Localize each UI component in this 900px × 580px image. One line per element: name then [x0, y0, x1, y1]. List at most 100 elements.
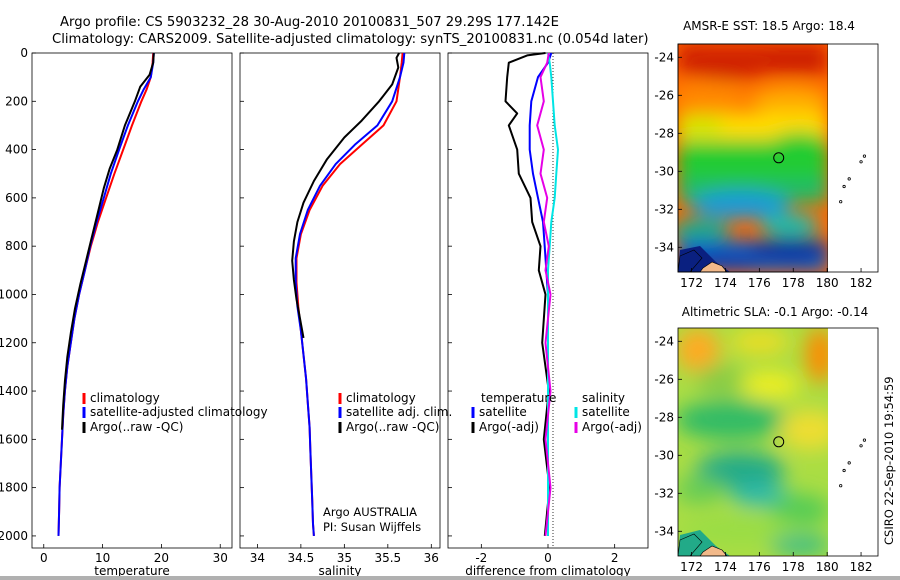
- x-tick-label: 35.5: [374, 551, 401, 565]
- island-marker: [839, 200, 843, 204]
- map-x-tick-label: 180: [816, 276, 839, 290]
- sla-map-axes: 172 174 176 178 180 182 -24 -26 -28 -30 -32 -34: [654, 334, 872, 574]
- series-line: [536, 52, 552, 537]
- legend-title: temperature: [481, 391, 556, 405]
- series-line: [57, 52, 155, 536]
- x-tick-label: 35: [337, 551, 352, 565]
- header-line-1: Argo profile: CS 5903232_28 30-Aug-2010 …: [60, 15, 559, 30]
- series-line: [294, 52, 406, 536]
- sst-field: [678, 44, 828, 272]
- x-tick-label: 0: [544, 551, 552, 565]
- map-x-tick-label: 172: [680, 276, 703, 290]
- y-tick-label: 1400: [0, 384, 28, 398]
- legend-label: climatology: [346, 391, 416, 405]
- plot-frame: [239, 52, 441, 549]
- map-x-tick-label: 172: [680, 560, 703, 574]
- x-tick-label: 36: [424, 551, 439, 565]
- island-marker: [847, 461, 851, 465]
- y-tick-label: 1200: [0, 336, 28, 350]
- series-line: [504, 52, 551, 536]
- island-marker: [862, 438, 867, 442]
- series-line: [57, 52, 155, 536]
- salinity-panel: 34 34.5 35 35.5 36 salinity climatologysatelli…: [239, 52, 452, 576]
- series-line: [61, 52, 155, 430]
- x-axis-label: temperature: [94, 564, 169, 576]
- map-x-tick-label: 182: [850, 560, 873, 574]
- amsr-e-map: AMSR-E SST: 18.5 Argo: 18.4: [654, 19, 879, 290]
- map-x-tick-label: 178: [782, 276, 805, 290]
- y-tick-label: 1600: [0, 432, 28, 446]
- y-tick-label: 400: [5, 143, 28, 157]
- map-x-tick-label: 174: [714, 560, 737, 574]
- map-y-tick-label: -34: [654, 240, 674, 254]
- plot-frame: [31, 52, 233, 549]
- legend-label: satellite adj. clim.: [346, 405, 452, 419]
- map-x-tick-label: 176: [748, 276, 771, 290]
- map-y-tick-label: -26: [654, 88, 674, 102]
- y-tick-label: 0: [20, 46, 28, 60]
- series-line: [291, 52, 400, 339]
- x-axis-label: salinity: [318, 564, 361, 576]
- legend-label: Argo(..raw -QC): [90, 420, 183, 434]
- argo-credit-line-1: Argo AUSTRALIA: [323, 505, 417, 519]
- legend-label: climatology: [90, 391, 160, 405]
- legend-label: Argo(-adj): [582, 420, 642, 434]
- x-tick-label: 30: [213, 551, 228, 565]
- island-marker: [842, 468, 846, 473]
- sla-map: Altimetric SLA: -0.1 Argo: -0.14: [654, 305, 879, 574]
- island-marker: [847, 177, 851, 181]
- y-tick-label: 200: [5, 94, 28, 108]
- sla-map-title: Altimetric SLA: -0.1 Argo: -0.14: [682, 305, 869, 319]
- y-tick-label: 800: [5, 239, 28, 253]
- island-marker: [839, 484, 843, 488]
- map-y-tick-label: -32: [654, 202, 674, 216]
- float-position-marker: [773, 152, 785, 164]
- map-y-tick-label: -28: [654, 126, 674, 140]
- x-tick-label: 2: [611, 551, 619, 565]
- island-marker: [842, 184, 846, 189]
- map-y-tick-label: -24: [654, 334, 674, 348]
- y-tick-label: 1000: [0, 287, 28, 301]
- island-marker: [859, 444, 863, 448]
- map-y-tick-label: -30: [654, 164, 674, 178]
- series-line: [295, 52, 404, 536]
- temperature-panel: 0 200 400 600 800 1000 1200 1400 1600 1800 2000 0 10…: [0, 46, 268, 576]
- island-marker: [859, 160, 863, 164]
- x-tick-label: 20: [154, 551, 169, 565]
- map-x-tick-label: 176: [748, 560, 771, 574]
- x-tick-label: 10: [95, 551, 110, 565]
- y-tick-label: 1800: [0, 481, 28, 495]
- legend-label: satellite-adjusted climatology: [90, 405, 268, 419]
- sla-map-overlay: [773, 436, 867, 488]
- legend-label: Argo(-adj): [479, 420, 539, 434]
- y-tick-label: 2000: [0, 529, 28, 543]
- x-tick-label: 34.5: [288, 551, 315, 565]
- island-marker: [862, 154, 867, 158]
- x-axis-label: difference from climatology: [465, 564, 631, 576]
- map-x-tick-label: 178: [782, 560, 805, 574]
- map-x-tick-label: 180: [816, 560, 839, 574]
- credit-side: CSIRO 22-Sep-2010 19:54:59: [882, 376, 896, 545]
- x-tick-label: 34: [250, 551, 265, 565]
- horizontal-scrollbar[interactable]: [0, 576, 900, 580]
- x-tick-label: 0: [40, 551, 48, 565]
- legend-label: satellite: [582, 405, 630, 419]
- amsr-e-map-overlay: [773, 152, 867, 204]
- map-y-tick-label: -34: [654, 524, 674, 538]
- sla-field: [678, 328, 828, 556]
- argo-credit-line-2: PI: Susan Wijffels: [323, 520, 421, 534]
- map-y-tick-label: -28: [654, 410, 674, 424]
- y-tick-label: 600: [5, 191, 28, 205]
- map-y-tick-label: -30: [654, 448, 674, 462]
- float-position-marker: [773, 436, 785, 448]
- amsr-e-map-axes: 172 174 176 178 180 182 -24 -26 -28 -30 -32 -34: [654, 50, 872, 290]
- legend-label: satellite: [479, 405, 527, 419]
- map-x-tick-label: 182: [850, 276, 873, 290]
- map-y-tick-label: -26: [654, 372, 674, 386]
- map-y-tick-label: -32: [654, 486, 674, 500]
- amsr-e-map-title: AMSR-E SST: 18.5 Argo: 18.4: [683, 19, 855, 33]
- map-y-tick-label: -24: [654, 50, 674, 64]
- header-line-2: Climatology: CARS2009. Satellite-adjuste…: [52, 32, 649, 47]
